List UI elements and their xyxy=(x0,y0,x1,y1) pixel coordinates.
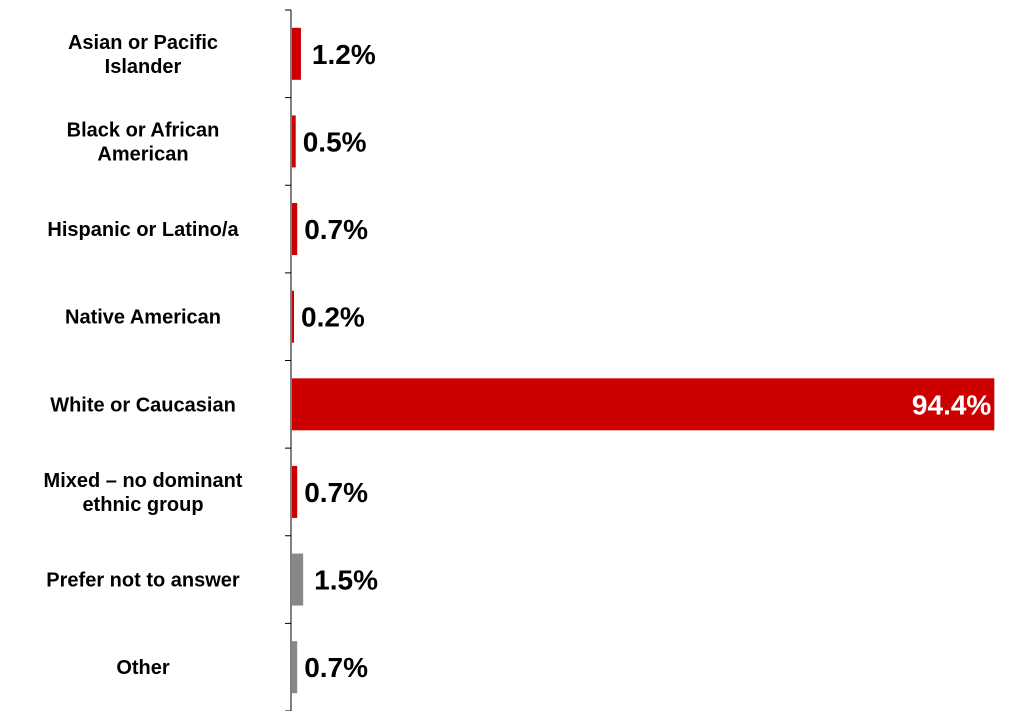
data-label: 0.7% xyxy=(304,477,368,508)
bar xyxy=(292,203,298,256)
bar xyxy=(292,553,304,606)
y-axis xyxy=(285,9,292,711)
category-label: Native American xyxy=(65,307,221,329)
category-label: Prefer not to answer xyxy=(46,570,240,592)
data-label: 0.2% xyxy=(301,302,365,333)
bars xyxy=(292,27,995,694)
data-label: 0.7% xyxy=(304,652,368,683)
data-label: 94.4% xyxy=(912,389,991,420)
category-label: White or Caucasian xyxy=(50,394,236,416)
category-label: Other xyxy=(116,657,170,679)
data-label: 1.5% xyxy=(314,565,378,596)
bar xyxy=(292,290,294,343)
category-label: Asian or Pacific Islander xyxy=(68,32,218,78)
category-label: Black or African American xyxy=(67,119,220,165)
bar xyxy=(292,27,301,80)
category-labels: Asian or Pacific Islander Black or African… xyxy=(44,32,243,679)
data-label: 1.2% xyxy=(312,39,376,70)
data-labels: 1.2% 0.5% 0.7% 0.2% 94.4% 0.7% 1.5% 0.7% xyxy=(301,39,991,683)
category-label: Mixed – no dominant ethnic group xyxy=(44,470,243,516)
data-label: 0.5% xyxy=(303,126,367,157)
bar xyxy=(292,465,298,518)
bar xyxy=(292,378,995,431)
category-label: Hispanic or Latino/a xyxy=(47,219,239,241)
bar xyxy=(292,115,296,168)
bar xyxy=(292,641,298,694)
data-label: 0.7% xyxy=(304,214,368,245)
